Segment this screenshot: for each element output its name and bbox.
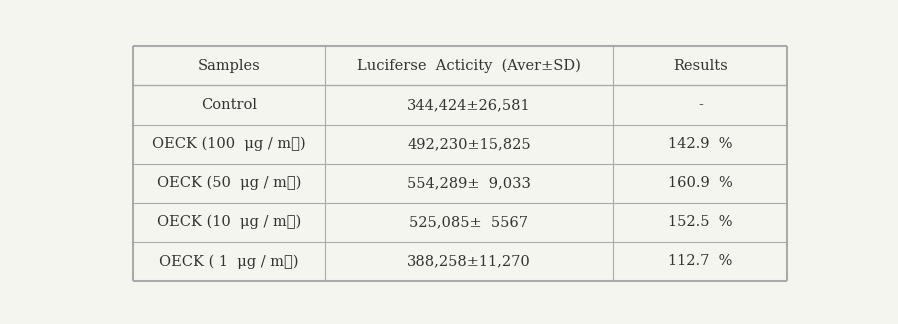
Text: Samples: Samples — [198, 59, 260, 73]
Text: 525,085±  5567: 525,085± 5567 — [409, 215, 528, 229]
Text: OECK (10  μg / mℓ): OECK (10 μg / mℓ) — [156, 215, 301, 229]
Text: 142.9  %: 142.9 % — [668, 137, 733, 151]
Text: OECK (100  μg / mℓ): OECK (100 μg / mℓ) — [152, 137, 305, 151]
Text: 492,230±15,825: 492,230±15,825 — [407, 137, 531, 151]
Text: Control: Control — [201, 98, 257, 112]
Text: 554,289±  9,033: 554,289± 9,033 — [407, 176, 531, 190]
Text: OECK (50  μg / mℓ): OECK (50 μg / mℓ) — [156, 176, 301, 191]
Text: OECK ( 1  μg / mℓ): OECK ( 1 μg / mℓ) — [159, 254, 298, 269]
Text: 152.5  %: 152.5 % — [668, 215, 733, 229]
Text: 388,258±11,270: 388,258±11,270 — [407, 254, 531, 268]
Text: 160.9  %: 160.9 % — [668, 176, 733, 190]
Text: Luciferse  Acticity  (Aver±SD): Luciferse Acticity (Aver±SD) — [357, 59, 581, 73]
Text: -: - — [698, 98, 703, 112]
Text: 344,424±26,581: 344,424±26,581 — [407, 98, 531, 112]
Text: 112.7  %: 112.7 % — [668, 254, 733, 268]
Text: Results: Results — [673, 59, 727, 73]
